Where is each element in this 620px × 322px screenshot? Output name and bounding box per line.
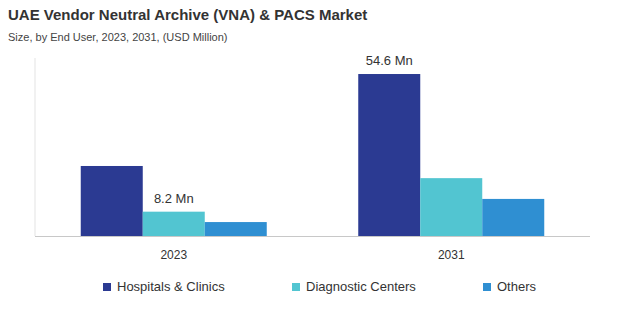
bar	[358, 74, 420, 236]
bar	[420, 178, 482, 236]
data-labels: 8.2 Mn 54.6 Mn	[154, 53, 413, 206]
data-label: 8.2 Mn	[154, 191, 194, 206]
x-tick-label: 2031	[438, 248, 465, 262]
title: UAE Vendor Neutral Archive (VNA) & PACS …	[8, 6, 367, 23]
bar	[143, 212, 205, 236]
legend-label: Hospitals & Clinics	[117, 279, 225, 294]
legend-swatch	[483, 283, 491, 291]
y-axis-line	[35, 58, 36, 236]
legend-label: Diagnostic Centers	[306, 279, 416, 294]
bar	[205, 222, 267, 236]
legend-swatch	[103, 283, 111, 291]
legend-swatch	[292, 283, 300, 291]
legend-label: Others	[497, 279, 537, 294]
legend: Hospitals & Clinics Diagnostic Centers Oth…	[103, 279, 537, 294]
bar	[81, 166, 143, 236]
bars	[81, 74, 545, 236]
x-tick-label: 2023	[160, 248, 187, 262]
bar	[482, 199, 544, 236]
chart: UAE Vendor Neutral Archive (VNA) & PACS …	[0, 0, 620, 322]
data-label: 54.6 Mn	[366, 53, 413, 68]
x-axis-line	[35, 236, 590, 237]
subtitle: Size, by End User, 2023, 2031, (USD Mill…	[8, 31, 228, 43]
